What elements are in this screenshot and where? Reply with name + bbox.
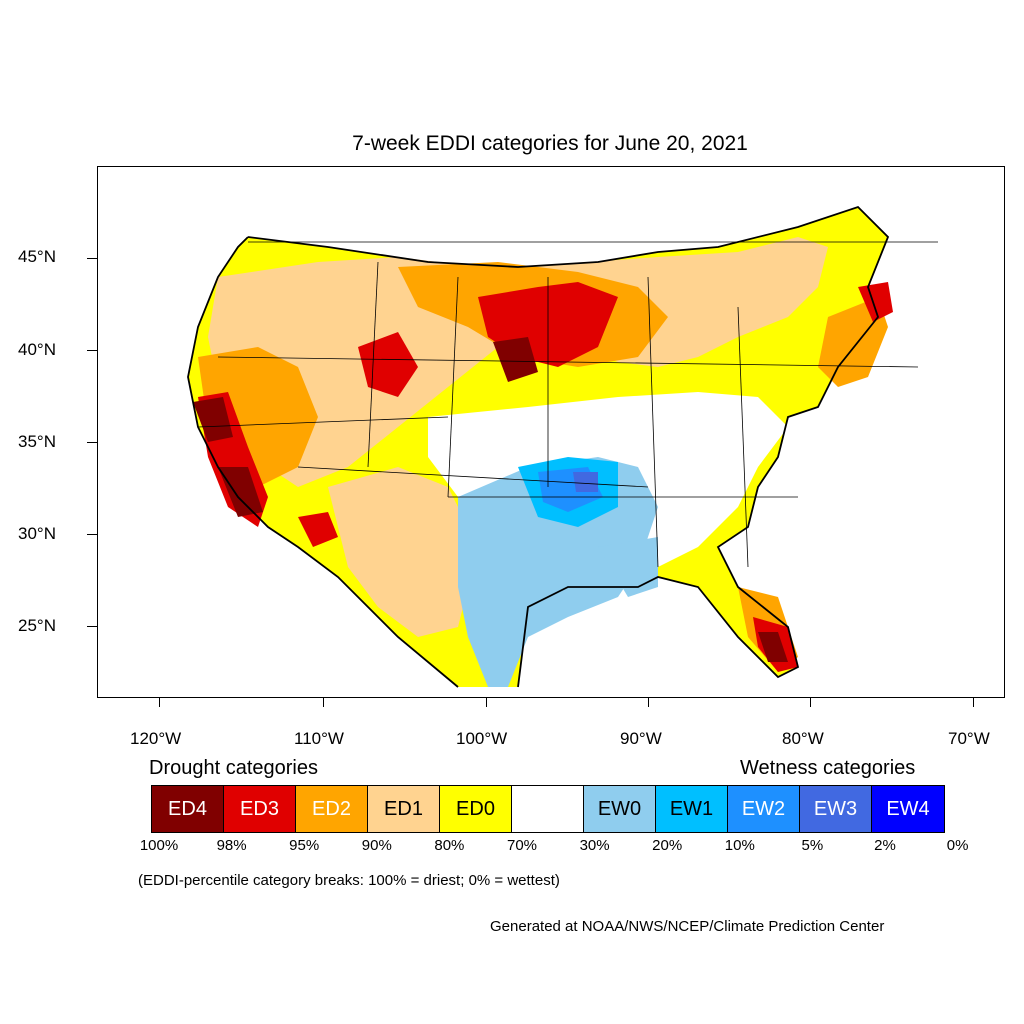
longitude-label-90: 90°W — [620, 729, 662, 748]
longitude-label-110: 110°W — [294, 729, 344, 748]
map-canvas — [187, 205, 938, 688]
category-breaks-note: (EDDI-percentile category breaks: 100% =… — [138, 872, 560, 889]
latitude-label-30: 30°N — [18, 524, 56, 543]
longitude-tick — [810, 697, 811, 707]
latitude-tick — [87, 350, 97, 351]
drought-categories-heading: Drought categories — [149, 757, 318, 779]
longitude-tick — [323, 697, 324, 707]
longitude-label-80: 80°W — [782, 729, 824, 748]
legend-swatch-ew0: EW0 — [584, 786, 656, 832]
state-boundaries — [197, 241, 938, 568]
legend-swatch-ew3: EW3 — [800, 786, 872, 832]
percentile-break-label: 5% — [801, 837, 824, 854]
longitude-tick — [486, 697, 487, 707]
percentile-break-label: 95% — [289, 837, 320, 854]
latitude-tick — [87, 534, 97, 535]
longitude-tick — [159, 697, 160, 707]
legend-swatch-ew2: EW2 — [728, 786, 800, 832]
longitude-tick — [973, 697, 974, 707]
ew0-region-gulf — [598, 537, 658, 597]
legend-swatch-ed1: ED1 — [368, 786, 440, 832]
latitude-tick — [87, 258, 97, 259]
latitude-tick — [87, 442, 97, 443]
longitude-label-70: 70°W — [948, 729, 990, 748]
legend-swatch-ed3: ED3 — [224, 786, 296, 832]
longitude-label-120: 120°W — [130, 729, 182, 748]
longitude-tick — [648, 697, 649, 707]
legend-swatch-ed4: ED4 — [152, 786, 224, 832]
legend-swatch-ew1: EW1 — [656, 786, 728, 832]
credit-line: Generated at NOAA/NWS/NCEP/Climate Predi… — [490, 918, 885, 935]
percentile-break-label: 30% — [579, 837, 610, 854]
map-title: 7-week EDDI categories for June 20, 2021 — [352, 132, 748, 155]
legend-swatch-near-normal — [512, 786, 584, 832]
ed4-region-socal — [218, 467, 263, 517]
ed2-region-northeast — [818, 297, 888, 387]
ew3-region-arkansas — [573, 472, 598, 492]
percentile-break-label: 100% — [139, 837, 179, 854]
legend-swatch-ew4: EW4 — [872, 786, 944, 832]
legend-swatch-ed2: ED2 — [296, 786, 368, 832]
eddi-map — [97, 166, 1005, 698]
ed4-region-dakotas — [493, 337, 538, 382]
ed1-region-southwest — [328, 467, 478, 637]
ed3-region-montana — [358, 332, 418, 397]
ed4-region-california — [193, 397, 233, 442]
category-legend: ED4 ED3 ED2 ED1 ED0 EW0 EW1 EW2 EW3 EW4 — [151, 785, 945, 833]
latitude-label-25: 25°N — [18, 616, 56, 635]
latitude-tick — [87, 626, 97, 627]
percentile-break-label: 20% — [652, 837, 683, 854]
percentile-break-label: 90% — [361, 837, 392, 854]
percentile-break-label: 80% — [434, 837, 465, 854]
wetness-categories-heading: Wetness categories — [740, 757, 916, 779]
percentile-break-label: 10% — [724, 837, 755, 854]
legend-swatch-ed0: ED0 — [440, 786, 512, 832]
latitude-label-40: 40°N — [18, 340, 56, 359]
longitude-label-100: 100°W — [456, 729, 508, 748]
ed3-region-maine — [858, 282, 893, 322]
ed4-region-florida — [758, 632, 788, 662]
percentile-break-label: 0% — [946, 837, 969, 854]
latitude-label-45: 45°N — [18, 247, 56, 266]
ed3-region-arizona — [298, 512, 338, 547]
ew0-region-texas — [458, 457, 658, 687]
percentile-break-label: 70% — [506, 837, 538, 854]
latitude-label-35: 35°N — [18, 432, 56, 451]
coastlines — [187, 205, 890, 688]
percentile-break-label: 2% — [874, 837, 896, 854]
percentile-break-label: 98% — [216, 837, 247, 854]
